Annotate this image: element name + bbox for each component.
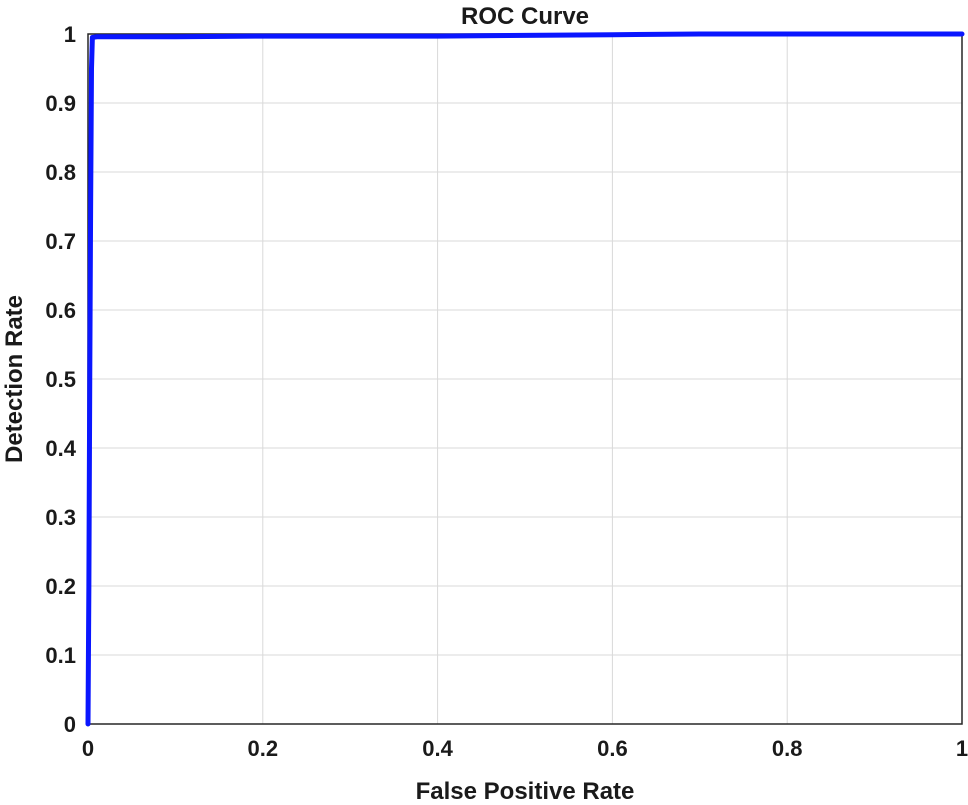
y-tick-label: 0.8 <box>45 160 76 185</box>
y-tick-label: 0.9 <box>45 91 76 116</box>
x-axis-label: False Positive Rate <box>416 778 635 805</box>
y-tick-label: 0.2 <box>45 574 76 599</box>
y-tick-label: 0.6 <box>45 298 76 323</box>
y-tick-label: 1 <box>64 22 76 47</box>
series-layer <box>85 31 965 727</box>
y-tick-label: 0.1 <box>45 643 76 668</box>
roc-curve-line <box>85 31 965 727</box>
y-axis-label: Detection Rate <box>1 295 28 463</box>
y-tick-label: 0.3 <box>45 505 76 530</box>
x-tick-label: 0.4 <box>422 736 453 761</box>
x-tick-label: 0.2 <box>248 736 279 761</box>
x-tick-label: 0.8 <box>772 736 803 761</box>
grid <box>87 33 963 725</box>
y-tick-labels: 0 0.1 0.2 0.3 0.4 0.5 0.6 0.7 0.8 0.9 1 <box>45 22 76 737</box>
x-tick-label: 0 <box>82 736 94 761</box>
x-tick-label: 1 <box>956 736 968 761</box>
y-tick-label: 0.4 <box>45 436 76 461</box>
y-tick-label: 0.5 <box>45 367 76 392</box>
x-tick-labels: 0 0.2 0.4 0.6 0.8 1 <box>82 736 968 761</box>
y-tick-label: 0 <box>64 712 76 737</box>
chart-title: ROC Curve <box>461 3 589 30</box>
y-tick-label: 0.7 <box>45 229 76 254</box>
x-tick-label: 0.6 <box>597 736 628 761</box>
